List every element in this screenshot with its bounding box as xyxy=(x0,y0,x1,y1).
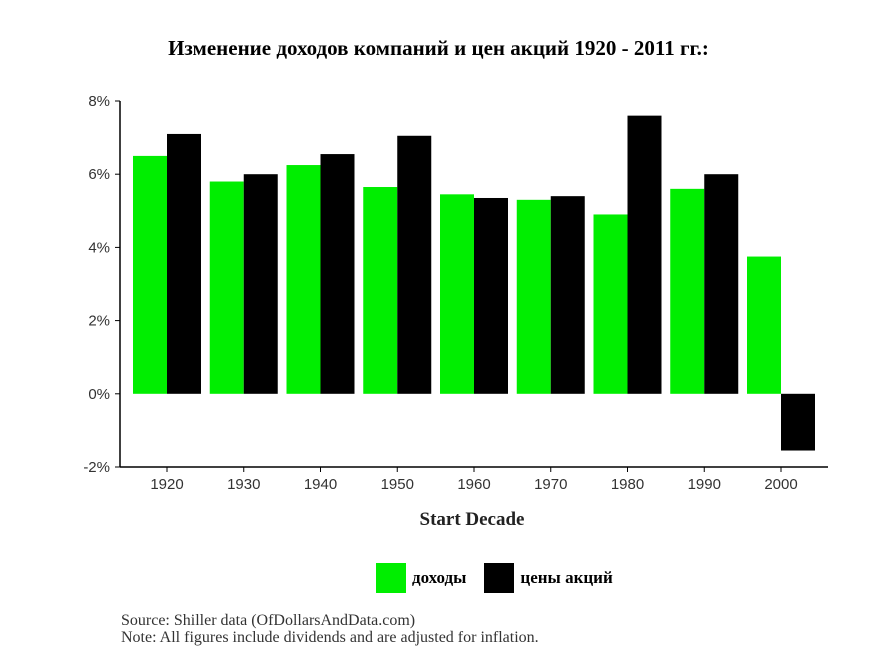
y-tick-label: -2% xyxy=(83,459,110,476)
legend-label-stock-prices: цены акций xyxy=(520,568,613,587)
legend-swatch-income xyxy=(376,563,406,593)
x-axis-ticks: 1920 1930 1940 1950 1960 1970 1980 1990 2000 xyxy=(150,467,798,493)
chart-notes: Source: Shiller data (OfDollarsAndData.c… xyxy=(121,612,539,646)
bar-stock-prices-1940 xyxy=(320,154,355,394)
bar-income-2000 xyxy=(747,256,781,394)
bar-income-1980 xyxy=(593,214,628,394)
chart-bars xyxy=(133,115,815,451)
legend-swatch-stock-prices xyxy=(484,563,515,593)
bar-income-1950 xyxy=(363,187,398,394)
x-tick-label: 1920 xyxy=(150,476,183,493)
x-tick-label: 2000 xyxy=(764,476,797,493)
y-tick-label: 6% xyxy=(88,166,110,183)
x-tick-label: 1930 xyxy=(227,476,260,493)
x-tick-label: 1970 xyxy=(534,476,567,493)
bar-stock-prices-1980 xyxy=(627,115,662,394)
x-tick-label: 1950 xyxy=(381,476,414,493)
bar-stock-prices-2000 xyxy=(781,393,815,451)
y-tick-label: 8% xyxy=(88,93,110,110)
legend-label-income: доходы xyxy=(412,568,467,587)
source-note: Source: Shiller data (OfDollarsAndData.c… xyxy=(121,612,416,629)
legend: доходы цены акций xyxy=(376,563,631,593)
bar-stock-prices-1960 xyxy=(474,197,508,394)
x-tick-label: 1960 xyxy=(457,476,490,493)
legend-item-income: доходы xyxy=(376,563,466,593)
bar-income-1990 xyxy=(670,188,705,394)
bar-stock-prices-1950 xyxy=(397,135,432,394)
x-tick-label: 1990 xyxy=(688,476,721,493)
legend-item-stock-prices: цены акций xyxy=(484,563,613,593)
y-tick-label: 0% xyxy=(88,386,110,403)
bar-income-1940 xyxy=(286,165,321,394)
y-axis-ticks: -2% 0% 2% 4% 6% 8% xyxy=(83,93,120,476)
y-tick-label: 4% xyxy=(88,239,110,256)
inflation-note: Note: All figures include dividends and … xyxy=(121,629,539,646)
bar-income-1960 xyxy=(440,194,474,394)
bar-stock-prices-1990 xyxy=(704,174,739,394)
y-tick-label: 2% xyxy=(88,313,110,330)
x-axis-label: Start Decade xyxy=(420,509,525,530)
chart-title: Изменение доходов компаний и цен акций 1… xyxy=(168,36,709,60)
bar-income-1970 xyxy=(516,199,551,394)
bar-income-1930 xyxy=(209,181,244,394)
bar-income-1920 xyxy=(133,155,167,394)
bar-stock-prices-1930 xyxy=(243,174,278,394)
x-tick-label: 1940 xyxy=(304,476,337,493)
bar-stock-prices-1920 xyxy=(167,133,201,394)
x-tick-label: 1980 xyxy=(611,476,644,493)
bar-stock-prices-1970 xyxy=(550,196,585,394)
